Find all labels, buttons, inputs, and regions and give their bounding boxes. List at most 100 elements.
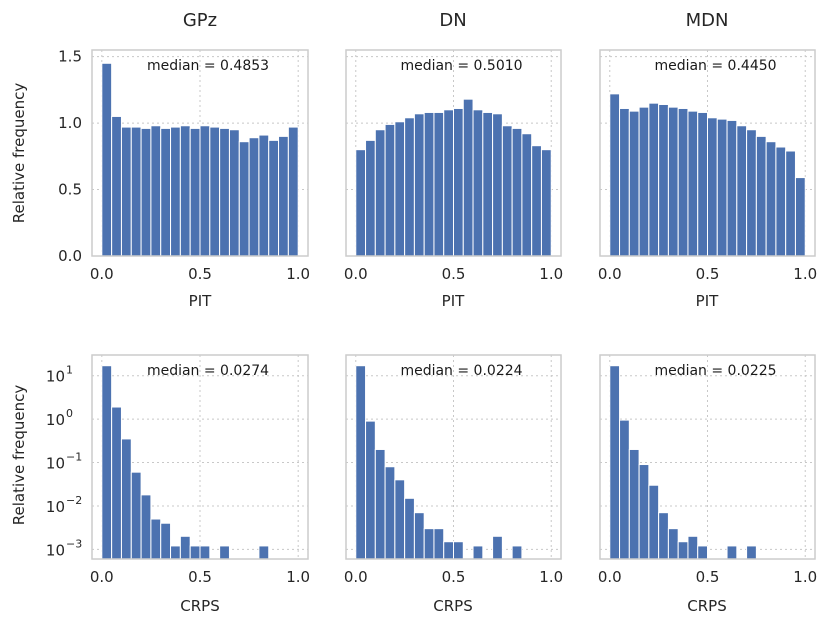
- title-dn: DN: [439, 10, 466, 31]
- histogram-bar: [258, 545, 270, 560]
- histogram-bar: [687, 535, 699, 560]
- xlabel-dn-pit: PIT: [442, 292, 465, 310]
- ylabel-top: Relative frequency: [10, 83, 28, 224]
- histogram-bar: [423, 528, 435, 560]
- xlabel-mdn-pit: PIT: [696, 292, 719, 310]
- x-tick-label: 0.0: [598, 568, 622, 586]
- histogram-bar: [648, 102, 660, 257]
- histogram-bar: [472, 545, 484, 560]
- y-tick-exponent: −1: [66, 451, 82, 464]
- x-tick-label: 1.0: [286, 265, 310, 283]
- axes-frame: [345, 49, 562, 257]
- axes-frame: [345, 354, 562, 560]
- x-tick-label: 0.5: [188, 265, 212, 283]
- histogram-bar: [355, 365, 367, 560]
- histogram-bar: [785, 150, 796, 257]
- histogram-bar: [170, 126, 181, 257]
- histogram-bar: [716, 118, 728, 257]
- histogram-bar: [365, 139, 376, 257]
- histogram-bar: [189, 545, 201, 560]
- histogram-bar: [619, 107, 630, 257]
- histogram-bar: [413, 512, 425, 560]
- y-tick-exponent: 1: [66, 364, 73, 377]
- histogram-bar: [160, 522, 172, 560]
- histogram-bar: [228, 129, 240, 257]
- x-tick-label: 1.0: [539, 568, 563, 586]
- histogram-bar: [746, 129, 757, 257]
- y-tick-exponent: −3: [66, 537, 82, 550]
- median-annotation: median = 0.0274: [147, 363, 269, 379]
- histogram-bar: [628, 110, 640, 257]
- histogram-bar: [501, 125, 513, 257]
- xlabel-gpz-pit: PIT: [189, 292, 212, 310]
- histogram-bar: [462, 98, 474, 257]
- histogram-bar: [726, 119, 738, 257]
- xlabel-dn-crps: CRPS: [433, 597, 472, 615]
- x-tick-label: 0.5: [442, 568, 466, 586]
- histogram-bar: [609, 365, 621, 560]
- histogram-bar: [628, 448, 640, 560]
- histogram-bar: [726, 545, 738, 560]
- histogram-bar: [511, 127, 523, 257]
- histogram-bar: [433, 528, 445, 560]
- median-annotation: median = 0.0225: [654, 363, 776, 379]
- histogram-bar: [667, 528, 679, 560]
- histogram-bar: [374, 448, 386, 560]
- histogram-bar: [433, 111, 445, 257]
- histogram-bar: [365, 420, 376, 560]
- histogram-bar: [179, 125, 191, 257]
- histogram-bar: [394, 479, 406, 560]
- title-mdn: MDN: [686, 10, 729, 31]
- histogram-bar: [443, 109, 454, 257]
- x-tick-label: 0.5: [442, 265, 466, 283]
- title-gpz: GPz: [183, 10, 217, 31]
- x-tick-label: 0.0: [344, 265, 368, 283]
- histogram-bar: [492, 113, 503, 257]
- x-tick-label: 1.0: [793, 265, 817, 283]
- histogram-bar: [638, 106, 650, 257]
- y-tick-label: 10: [46, 411, 65, 429]
- histogram-bar: [355, 149, 367, 257]
- histogram-bar: [736, 125, 748, 257]
- histogram-bar: [746, 545, 757, 560]
- y-tick-label: 10: [46, 541, 65, 559]
- x-tick-label: 0.0: [344, 568, 368, 586]
- histogram-bar: [443, 541, 454, 560]
- histogram-bar: [619, 419, 630, 560]
- histogram-bar: [707, 117, 718, 257]
- axes-frame: [91, 49, 309, 257]
- histogram-bar: [209, 126, 221, 257]
- histogram-bar: [453, 107, 464, 257]
- xlabel-mdn-crps: CRPS: [687, 597, 726, 615]
- histogram-bar: [238, 141, 250, 257]
- axes-frame: [599, 354, 816, 560]
- histogram-bar: [199, 545, 211, 560]
- y-tick-label: 10: [46, 455, 65, 473]
- axes-frame: [91, 354, 309, 560]
- histogram-bar: [120, 126, 132, 257]
- y-tick-label: 0.5: [58, 181, 82, 199]
- y-tick-label: 1.5: [58, 48, 82, 66]
- histogram-bar: [492, 535, 503, 560]
- histogram-bar: [374, 129, 386, 257]
- median-annotation: median = 0.5010: [400, 58, 522, 74]
- x-tick-label: 1.0: [539, 265, 563, 283]
- histogram-bar: [667, 106, 679, 257]
- y-tick-label: 1.0: [58, 114, 82, 132]
- y-tick-label: 0.0: [58, 247, 82, 265]
- histogram-bar: [697, 111, 709, 257]
- histogram-bar: [413, 113, 425, 257]
- histogram-bar: [638, 464, 650, 560]
- histogram-bar: [677, 107, 689, 257]
- y-tick-label: 10: [46, 498, 65, 516]
- histogram-bar: [794, 177, 806, 257]
- histogram-bar: [755, 135, 767, 257]
- panel-dn-pit: 0.0 0.5 1.0 median = 0.5010: [344, 49, 563, 283]
- histogram-bar: [111, 115, 122, 257]
- histogram-bar: [199, 125, 211, 257]
- x-tick-label: 0.0: [90, 568, 114, 586]
- median-annotation: median = 0.0224: [400, 363, 522, 379]
- histogram-bar: [521, 133, 533, 257]
- histogram-bar: [453, 541, 464, 560]
